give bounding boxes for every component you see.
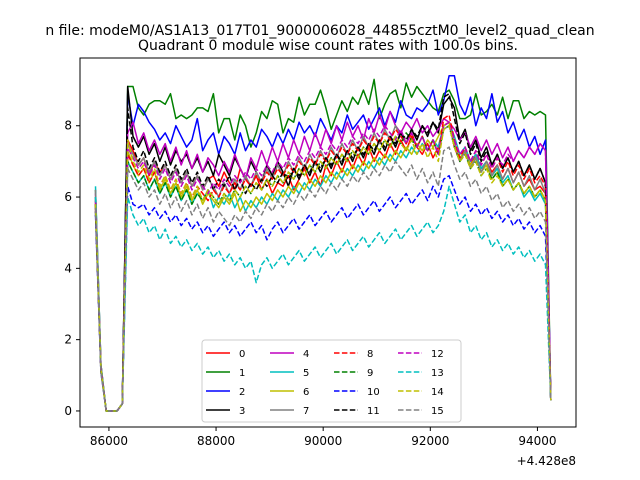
legend-label-13: 13 (431, 368, 444, 379)
series-line-9 (94, 124, 552, 412)
y-tick-label: 8 (64, 119, 72, 133)
figure-suptitle: n file: modeM0/AS1A13_017T01_9000006028_… (45, 23, 594, 39)
series-line-12 (94, 121, 552, 412)
plot-frame (79, 57, 577, 428)
series-line-15 (94, 146, 552, 412)
legend-label-12: 12 (431, 349, 444, 360)
y-tick-label: 6 (64, 190, 72, 204)
legend-frame (201, 339, 462, 423)
legend-label-6: 6 (303, 387, 309, 398)
y-tick-label: 2 (64, 333, 72, 347)
legend-label-4: 4 (303, 349, 309, 360)
x-tick-label: 92000 (411, 434, 449, 448)
legend-label-5: 5 (303, 368, 309, 379)
y-tick-label: 4 (64, 261, 72, 275)
legend-label-15: 15 (431, 406, 444, 417)
legend-label-2: 2 (239, 387, 245, 398)
legend-label-1: 1 (239, 368, 245, 379)
chart-title: Quadrant 0 module wise count rates with … (138, 38, 518, 54)
x-tick-label: 88000 (197, 434, 235, 448)
series-line-4 (94, 110, 552, 412)
legend-label-11: 11 (367, 406, 380, 417)
legend-label-9: 9 (367, 368, 373, 379)
series-line-10 (94, 174, 552, 412)
series-line-1 (94, 78, 552, 412)
x-axis: 86000 88000 90000 92000 94000 (90, 427, 557, 448)
series-lines (94, 75, 552, 412)
legend-label-7: 7 (303, 406, 309, 417)
series-line-11 (94, 92, 552, 412)
series-line-2 (94, 75, 552, 412)
x-axis-offset-label: +4.428e8 (517, 454, 576, 468)
series-line-7 (94, 124, 552, 412)
series-line-13 (94, 185, 552, 412)
legend-label-8: 8 (367, 349, 373, 360)
y-axis: 0 2 4 6 8 (64, 119, 80, 418)
x-tick-label: 90000 (304, 434, 342, 448)
series-line-14 (94, 124, 552, 412)
legend-label-14: 14 (431, 387, 444, 398)
legend-label-10: 10 (367, 387, 380, 398)
x-tick-label: 94000 (518, 434, 556, 448)
legend-label-0: 0 (239, 349, 245, 360)
x-tick-label: 86000 (90, 434, 128, 448)
y-tick-label: 0 (64, 404, 72, 418)
legend-label-3: 3 (239, 406, 245, 417)
